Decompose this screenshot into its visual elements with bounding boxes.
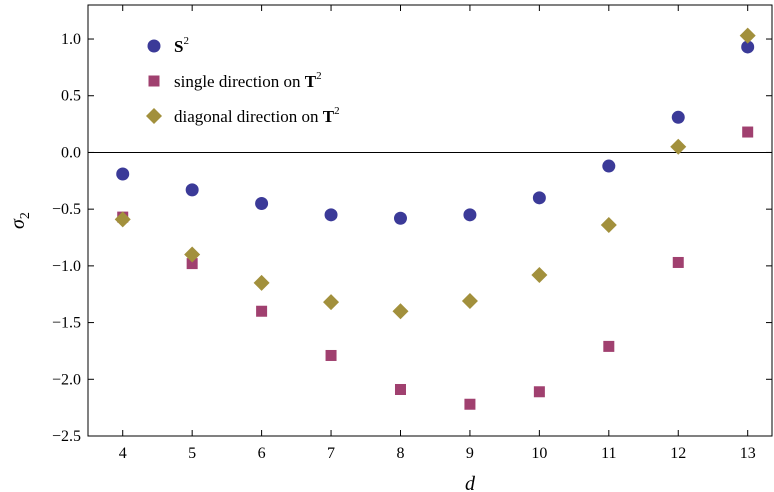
x-tick-label: 9	[466, 445, 474, 462]
x-tick-label: 7	[327, 445, 335, 462]
legend-label-3: diagonal direction on T2	[174, 105, 340, 126]
legend-marker-1	[147, 39, 161, 53]
data-point-series-1	[185, 183, 199, 197]
x-tick-label: 4	[119, 445, 127, 462]
data-point-series-1	[671, 110, 685, 124]
y-tick-label: −0.5	[52, 201, 81, 218]
x-tick-label: 6	[258, 445, 266, 462]
data-point-series-2	[533, 386, 545, 398]
data-point-series-3	[184, 246, 201, 263]
data-point-series-2	[603, 340, 615, 352]
data-point-series-3	[600, 217, 617, 234]
x-tick-label: 8	[396, 445, 404, 462]
y-tick-label: 0.0	[61, 144, 81, 161]
legend-marker-2	[148, 75, 160, 87]
data-point-series-3	[461, 293, 478, 310]
x-tick-label: 12	[670, 445, 686, 462]
data-point-series-1	[532, 191, 546, 205]
data-point-series-1	[741, 40, 755, 54]
data-point-series-1	[324, 208, 338, 222]
data-point-series-1	[116, 167, 130, 181]
x-tick-label: 10	[531, 445, 547, 462]
y-tick-label: −1.5	[52, 315, 81, 332]
data-point-series-3	[253, 274, 270, 291]
y-tick-label: −1.0	[52, 258, 81, 275]
data-point-series-2	[394, 383, 406, 395]
data-point-series-3	[739, 27, 756, 44]
data-point-series-3	[531, 266, 548, 283]
y-tick-label: −2.0	[52, 371, 81, 388]
data-marks	[114, 27, 756, 410]
data-point-series-2	[742, 126, 754, 138]
data-point-series-3	[114, 211, 131, 228]
y-tick-label: 1.0	[61, 31, 81, 48]
data-point-series-2	[464, 398, 476, 410]
x-tick-label: 5	[188, 445, 196, 462]
data-point-series-2	[672, 256, 684, 268]
data-point-series-1	[463, 208, 477, 222]
data-point-series-1	[255, 196, 269, 210]
data-point-series-3	[670, 138, 687, 155]
y-axis-label: σ2	[7, 212, 33, 229]
data-point-series-2	[256, 305, 268, 317]
data-point-series-3	[392, 303, 409, 320]
legend: S2 single direction on T2 diagonal directi…	[146, 35, 340, 126]
x-tick-label: 13	[740, 445, 756, 462]
data-point-series-2	[325, 349, 337, 361]
legend-label-2: single direction on T2	[174, 70, 322, 91]
axes: 4 5 6 7 8 9 10 11 12 13 1.0 0.5 0.0 −0.5 −1.0 −1.5 −2.0 −…	[7, 4, 773, 492]
plot-frame	[87, 4, 773, 437]
y-tick-label: −2.5	[52, 428, 81, 445]
y-tick-label: 0.5	[61, 88, 81, 105]
data-point-series-1	[602, 159, 616, 173]
data-point-series-2	[186, 258, 198, 270]
data-point-series-1	[393, 211, 407, 225]
legend-marker-3	[146, 108, 162, 124]
legend-label-1: S2	[174, 35, 189, 56]
data-point-series-3	[323, 294, 340, 311]
x-axis-label: d	[465, 473, 476, 492]
x-tick-label: 11	[601, 445, 616, 462]
